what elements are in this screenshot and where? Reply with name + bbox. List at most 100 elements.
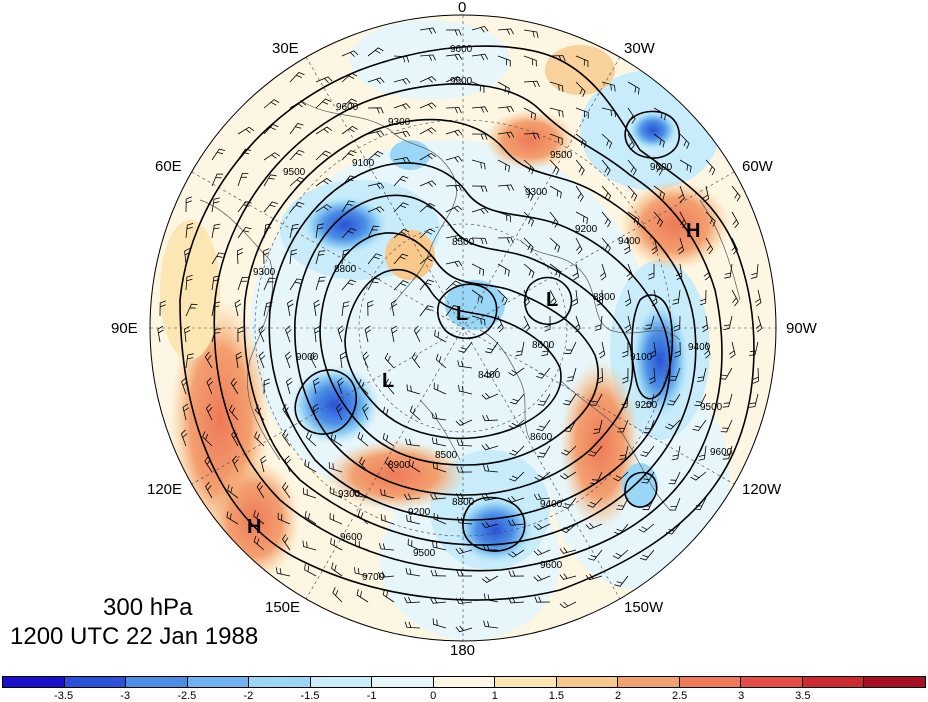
wind-barb [537, 445, 551, 458]
wind-barb [237, 226, 252, 239]
wind-barb [258, 325, 265, 343]
wind-barb [289, 223, 299, 239]
wind-barb [332, 587, 343, 603]
wind-barb [284, 455, 292, 473]
wind-barb [523, 29, 539, 38]
wind-barb [601, 185, 612, 202]
wind-barb [237, 326, 244, 343]
wind-barb [559, 547, 577, 554]
wind-barb [237, 277, 249, 291]
colorbar-swatch [864, 677, 925, 687]
wind-barb [253, 510, 265, 525]
wind-barb [559, 471, 577, 480]
wind-barb [624, 289, 632, 307]
wind-barb [617, 419, 629, 433]
wind-barb [406, 384, 421, 395]
wind-barb [431, 412, 447, 421]
wind-barb [482, 543, 499, 551]
wind-barb [237, 148, 252, 161]
wind-barb [649, 341, 657, 359]
wind-barb [315, 98, 331, 109]
wind-barb [367, 182, 385, 190]
wind-barb [533, 549, 551, 556]
anomaly-warm-nw [385, 230, 435, 280]
wind-barb [639, 549, 655, 561]
wind-barb [523, 55, 537, 67]
wind-barb [303, 487, 317, 499]
wind-barb [384, 352, 395, 369]
wind-barb [590, 471, 603, 485]
wind-barb [411, 352, 421, 369]
wind-barb [497, 263, 510, 277]
wind-barb [677, 237, 685, 255]
wind-barb [679, 159, 692, 173]
wind-barb [471, 81, 485, 93]
wind-barb [653, 211, 664, 228]
wind-barb [382, 588, 395, 603]
contour-label: 8400 [478, 370, 501, 381]
wind-barb [541, 341, 551, 357]
wind-barb [456, 466, 473, 473]
anomaly-warm-north2 [545, 45, 615, 95]
wind-barb [508, 570, 525, 577]
wind-barb [471, 315, 486, 326]
contour-label: 9500 [413, 548, 436, 559]
wind-barb [315, 204, 332, 213]
wind-barb [390, 299, 398, 317]
wind-barb [184, 247, 191, 265]
wind-barb [435, 353, 447, 369]
contour-label: 9600 [340, 532, 363, 543]
wind-barb [253, 535, 265, 551]
contour-label: 9400 [688, 342, 711, 353]
wind-barb [508, 549, 525, 558]
wind-barb [731, 289, 739, 307]
wind-barb [515, 341, 525, 357]
wind-barb [357, 509, 369, 525]
colorbar-swatch [679, 677, 742, 687]
wind-barb [471, 289, 484, 304]
wind-barb [282, 534, 291, 551]
wind-barb [471, 263, 485, 276]
anomaly-cold-nw [300, 195, 390, 255]
wind-barb [331, 562, 343, 577]
wind-barb [329, 486, 343, 499]
wind-barb [497, 28, 514, 35]
wind-barb [523, 289, 530, 307]
wind-barb [523, 315, 531, 333]
wind-barb [471, 237, 488, 245]
wind-barb [341, 175, 357, 187]
wind-barb [549, 133, 563, 145]
wind-barb [612, 471, 629, 482]
wind-barb [598, 341, 606, 359]
wind-barb [180, 429, 188, 447]
wind-barb [430, 493, 447, 500]
wind-barb [622, 367, 629, 384]
wind-barb [497, 184, 514, 191]
wind-barb [575, 185, 584, 202]
wind-barb [182, 403, 190, 421]
wind-barb [304, 459, 317, 473]
wind-barb [497, 131, 515, 139]
wind-barb [445, 184, 462, 192]
contour-label: 9700 [362, 572, 385, 583]
contour-label: 9600 [710, 447, 733, 458]
wind-barb [665, 523, 681, 535]
anomaly-warm-far-w [160, 220, 220, 360]
wind-barb [445, 305, 460, 317]
wind-barb [235, 351, 243, 369]
wind-barb [357, 431, 369, 447]
wind-barb [724, 263, 733, 279]
wind-barb [211, 148, 226, 161]
wind-barb [497, 106, 515, 113]
wind-barb [748, 393, 759, 408]
wind-barb [367, 253, 382, 265]
wind-barb [211, 252, 225, 265]
anomaly-field-cold-broad [350, 20, 510, 100]
wind-barb [471, 106, 488, 113]
wind-barb [419, 305, 434, 317]
wind-barb [407, 538, 421, 551]
wind-barb [285, 325, 292, 343]
wind-barb [471, 133, 488, 140]
contour-label: 8800 [452, 497, 475, 508]
wind-barb [507, 519, 525, 526]
